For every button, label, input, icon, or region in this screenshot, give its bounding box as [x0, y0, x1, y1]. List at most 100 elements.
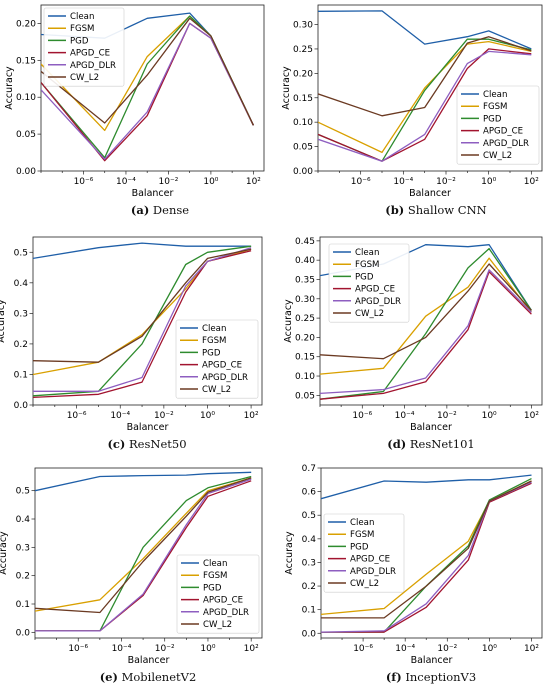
x-tick-label: 10⁻⁴: [116, 177, 136, 187]
series-line-apgd-ce: [318, 48, 532, 162]
chart-panel-5: 10⁻⁶ 10⁻⁴ 10⁻² 10⁰ 10² 0.0 0.1 0.2 0.3 0.4 0.5 0.6 0…: [284, 464, 543, 684]
series-line-apgd-dlr: [318, 50, 532, 162]
legend-label: FGSM: [202, 336, 226, 346]
x-tick-label: 10⁰: [203, 177, 218, 187]
caption-text: ResNet101: [410, 437, 475, 451]
x-tick-label: 10²: [246, 177, 261, 187]
chart-panel-3: 10⁻⁶ 10⁻⁴ 10⁻² 10⁰ 10² 0.05 0.10 0.15 0.20 0.25 0.…: [283, 236, 543, 451]
y-tick-label: 0.3: [302, 558, 316, 568]
x-tick-label: 10²: [244, 644, 259, 654]
x-axis-label: Balancer: [410, 422, 452, 433]
legend-label: PGD: [483, 114, 502, 124]
y-tick-label: 0.10: [16, 93, 36, 103]
y-tick-label: 0.7: [302, 464, 316, 474]
y-tick-label: 0.5: [302, 511, 316, 521]
legend-label: CW_L2: [355, 309, 384, 319]
plot-frame: [319, 236, 543, 406]
y-tick-label: 0.6: [302, 488, 317, 498]
caption-tag: (d): [387, 437, 406, 451]
y-tick-label: 0.35: [295, 275, 315, 285]
legend-label: PGD: [70, 36, 89, 46]
caption-tag: (f): [386, 670, 402, 684]
y-tick-label: 0.15: [293, 94, 313, 104]
series-line-pgd: [320, 247, 532, 400]
chart-panel-0: 10⁻⁶ 10⁻⁴ 10⁻² 10⁰ 10² 0.00 0.05 0.10 0.15 0.20 Ba…: [4, 4, 265, 217]
panel-caption: (c) ResNet50: [107, 437, 186, 451]
legend-label: APGD_CE: [202, 361, 242, 371]
y-tick-label: 0.30: [293, 21, 313, 31]
y-tick-label: 0.20: [295, 333, 315, 343]
x-tick-label: 10⁻⁴: [395, 644, 415, 654]
plot-frame: [320, 467, 543, 639]
series-line-apgd-dlr: [33, 247, 252, 392]
y-tick-label: 0.00: [293, 167, 313, 177]
x-tick-label: 10⁰: [482, 644, 497, 654]
legend-label: FGSM: [350, 530, 374, 540]
y-tick-label: 0.0: [302, 629, 317, 639]
x-tick-label: 10⁻⁴: [110, 411, 130, 421]
panel-caption: (f) InceptionV3: [386, 670, 476, 684]
legend-label: APGD_CE: [203, 596, 243, 606]
series-line-cw-l2: [35, 477, 252, 614]
panel-caption: (b) Shallow CNN: [385, 203, 486, 217]
legend-label: PGD: [202, 348, 221, 358]
series-line-cw-l2: [318, 36, 532, 117]
legend-label: APGD_CE: [483, 127, 523, 137]
series-line-clean: [321, 474, 532, 500]
series-line-fgsm: [35, 477, 252, 612]
x-tick-label: 10²: [524, 411, 539, 421]
legend-label: APGD_CE: [70, 49, 110, 59]
x-tick-label: 10⁻⁶: [352, 411, 372, 421]
x-tick-label: 10⁻⁴: [395, 411, 415, 421]
legend-label: APGD_DLR: [70, 61, 116, 71]
x-tick-label: 10⁻⁶: [68, 644, 88, 654]
series-line-clean: [35, 471, 252, 492]
y-axis-label: Accuracy: [283, 299, 294, 343]
y-axis-label: Accuracy: [281, 66, 292, 110]
y-tick-label: 0.1: [302, 606, 316, 616]
legend-label: FGSM: [203, 571, 227, 581]
panel-caption: (d) ResNet101: [387, 437, 474, 451]
y-tick-label: 0.30: [295, 295, 315, 305]
caption-text: InceptionV3: [405, 670, 476, 684]
caption-text: Shallow CNN: [408, 203, 487, 217]
y-tick-label: 0.20: [16, 19, 36, 29]
chart-panel-4: 10⁻⁶ 10⁻⁴ 10⁻² 10⁰ 10² 0.0 0.1 0.2 0.3 0.4 0.5 Bala…: [0, 467, 263, 684]
x-tick-label: 10⁻²: [437, 644, 457, 654]
y-tick-label: 0.15: [295, 353, 315, 363]
legend-label: CW_L2: [483, 151, 512, 161]
series-group: [33, 242, 252, 399]
legend-label: PGD: [350, 542, 369, 552]
y-axis-label: Accuracy: [284, 531, 295, 575]
y-tick-label: 0.15: [16, 56, 36, 66]
x-axis-label: Balancer: [128, 655, 170, 666]
y-tick-label: 0.10: [295, 372, 315, 382]
legend-label: CW_L2: [202, 385, 231, 395]
y-tick-label: 0.5: [14, 248, 28, 258]
x-axis-label: Balancer: [132, 188, 174, 199]
x-tick-label: 10⁻²: [437, 411, 457, 421]
y-tick-label: 0.4: [14, 279, 29, 289]
y-axis-label: Accuracy: [0, 299, 7, 343]
series-line-cw-l2: [41, 17, 254, 126]
legend-label: Clean: [70, 12, 94, 22]
legend-label: FGSM: [483, 102, 507, 112]
x-tick-label: 10⁻²: [159, 177, 179, 187]
series-line-apgd-ce: [320, 271, 532, 400]
x-tick-label: 10²: [524, 177, 539, 187]
legend-label: APGD_DLR: [203, 608, 249, 618]
y-tick-label: 0.25: [293, 45, 313, 55]
y-tick-label: 0.25: [295, 314, 315, 324]
legend-label: FGSM: [355, 260, 379, 270]
x-tick-label: 10²: [244, 411, 259, 421]
legend-label: PGD: [355, 272, 374, 282]
legend-label: Clean: [350, 518, 374, 528]
y-axis-label: Accuracy: [4, 66, 15, 110]
x-tick-label: 10⁻²: [436, 177, 456, 187]
y-tick-label: 0.10: [293, 118, 313, 128]
y-tick-label: 0.45: [295, 237, 315, 247]
series-group: [321, 474, 532, 633]
series-group: [318, 10, 532, 162]
legend-label: APGD_CE: [350, 555, 390, 565]
caption-tag: (a): [131, 203, 149, 217]
